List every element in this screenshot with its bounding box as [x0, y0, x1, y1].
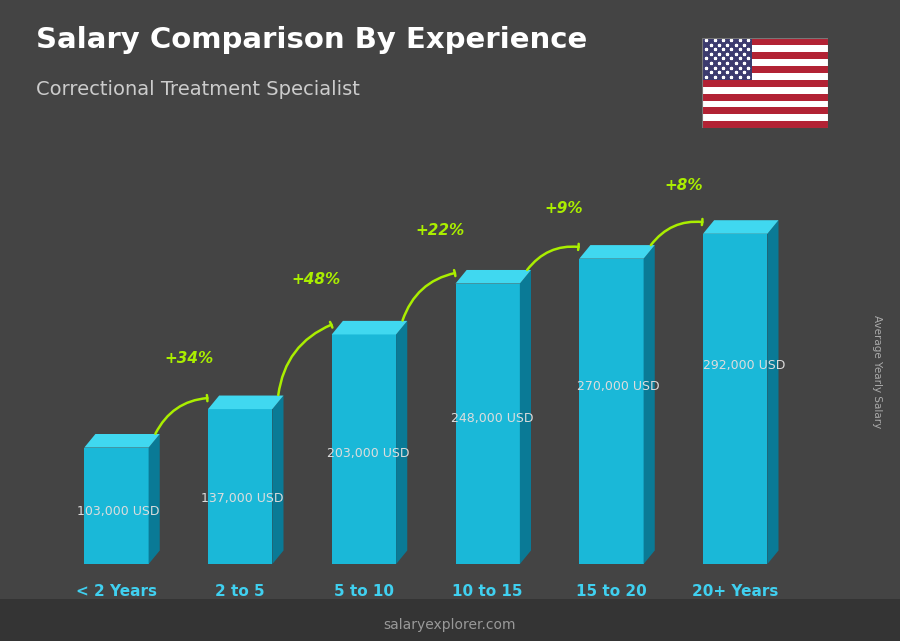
Polygon shape: [703, 234, 768, 564]
Polygon shape: [273, 395, 284, 564]
Bar: [702, 121, 828, 128]
Text: +22%: +22%: [416, 223, 464, 238]
Text: +34%: +34%: [165, 351, 213, 366]
Text: +9%: +9%: [544, 201, 583, 215]
Polygon shape: [208, 395, 284, 409]
Bar: [702, 87, 828, 94]
Text: 15 to 20: 15 to 20: [576, 585, 647, 599]
Text: 292,000 USD: 292,000 USD: [703, 360, 786, 372]
Text: 137,000 USD: 137,000 USD: [201, 492, 284, 506]
Polygon shape: [580, 259, 644, 564]
Bar: [702, 94, 828, 101]
Bar: [702, 101, 828, 108]
Polygon shape: [703, 221, 778, 234]
Bar: [702, 59, 828, 66]
Text: salaryexplorer.com: salaryexplorer.com: [383, 618, 517, 632]
Polygon shape: [644, 245, 655, 564]
Bar: [702, 38, 752, 80]
Polygon shape: [580, 245, 655, 259]
Bar: [702, 73, 828, 80]
Polygon shape: [332, 321, 407, 335]
Bar: [702, 66, 828, 73]
Polygon shape: [85, 434, 160, 447]
Polygon shape: [520, 270, 531, 564]
Bar: [702, 108, 828, 114]
Text: +48%: +48%: [292, 272, 341, 287]
Text: 103,000 USD: 103,000 USD: [76, 505, 159, 518]
Text: 203,000 USD: 203,000 USD: [327, 447, 410, 460]
Polygon shape: [148, 434, 160, 564]
Text: +8%: +8%: [664, 178, 703, 193]
Text: Correctional Treatment Specialist: Correctional Treatment Specialist: [36, 80, 360, 99]
Bar: [702, 114, 828, 121]
Text: 20+ Years: 20+ Years: [692, 585, 778, 599]
Bar: [702, 80, 828, 87]
Polygon shape: [768, 221, 778, 564]
Text: Average Yearly Salary: Average Yearly Salary: [872, 315, 883, 428]
Polygon shape: [455, 270, 531, 283]
Bar: [702, 53, 828, 59]
Polygon shape: [85, 447, 148, 564]
Bar: [702, 38, 828, 46]
Text: 248,000 USD: 248,000 USD: [451, 412, 533, 425]
Text: 5 to 10: 5 to 10: [334, 585, 394, 599]
Polygon shape: [332, 335, 396, 564]
Text: 2 to 5: 2 to 5: [215, 585, 265, 599]
Polygon shape: [396, 321, 407, 564]
Bar: [702, 46, 828, 53]
Text: 270,000 USD: 270,000 USD: [577, 381, 660, 394]
Polygon shape: [208, 409, 273, 564]
Polygon shape: [455, 283, 520, 564]
Text: Salary Comparison By Experience: Salary Comparison By Experience: [36, 26, 587, 54]
Text: 10 to 15: 10 to 15: [453, 585, 523, 599]
Text: < 2 Years: < 2 Years: [76, 585, 157, 599]
